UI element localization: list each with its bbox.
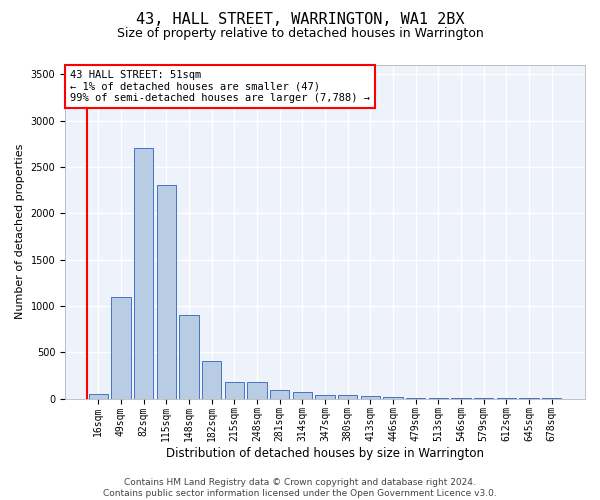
- Bar: [112, 296, 131, 398]
- Bar: [361, 396, 380, 398]
- Bar: [224, 382, 244, 398]
- Text: Contains HM Land Registry data © Crown copyright and database right 2024.
Contai: Contains HM Land Registry data © Crown c…: [103, 478, 497, 498]
- Bar: [134, 148, 153, 398]
- Bar: [202, 362, 221, 399]
- Bar: [270, 390, 289, 398]
- Text: 43, HALL STREET, WARRINGTON, WA1 2BX: 43, HALL STREET, WARRINGTON, WA1 2BX: [136, 12, 464, 28]
- Bar: [316, 394, 335, 398]
- Text: Size of property relative to detached houses in Warrington: Size of property relative to detached ho…: [116, 28, 484, 40]
- Y-axis label: Number of detached properties: Number of detached properties: [15, 144, 25, 320]
- Bar: [179, 315, 199, 398]
- Bar: [247, 382, 266, 398]
- Text: 43 HALL STREET: 51sqm
← 1% of detached houses are smaller (47)
99% of semi-detac: 43 HALL STREET: 51sqm ← 1% of detached h…: [70, 70, 370, 103]
- Bar: [338, 395, 358, 398]
- Bar: [293, 392, 312, 398]
- Bar: [157, 186, 176, 398]
- X-axis label: Distribution of detached houses by size in Warrington: Distribution of detached houses by size …: [166, 447, 484, 460]
- Bar: [383, 397, 403, 398]
- Bar: [89, 394, 108, 398]
